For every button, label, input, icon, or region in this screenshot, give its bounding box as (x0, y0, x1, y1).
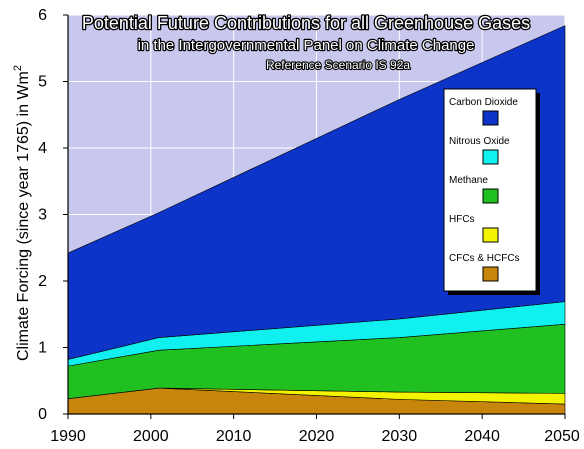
y-tick-label-4: 4 (38, 140, 47, 157)
legend-label-carbon-dioxide: Carbon Dioxide (449, 97, 518, 108)
y-tick-label-2: 2 (38, 273, 47, 290)
y-axis-label-text: Climate Forcing (since year 1765) in Wm (15, 71, 32, 361)
y-tick-label-5: 5 (38, 74, 47, 91)
x-tick-label-2010: 2010 (216, 428, 252, 445)
x-tick-label-2030: 2030 (382, 428, 418, 445)
legend-swatch-methane (482, 188, 499, 204)
y-tick-label-0: 0 (38, 406, 47, 423)
area-carbon-dioxide (67, 25, 566, 360)
x-tick-label-2040: 2040 (464, 428, 500, 445)
y-tick-label-6: 6 (38, 7, 47, 24)
chart-subtitle-scenario: Reference Scenario IS 92a (266, 58, 410, 72)
x-tick-label-2020: 2020 (299, 428, 335, 445)
legend-swatch-hfcs (482, 227, 499, 243)
legend: Carbon Dioxide Nitrous Oxide Methane HFCs CF… (443, 88, 540, 295)
y-tick-label-3: 3 (38, 207, 47, 224)
legend-label-nitrous-oxide: Nitrous Oxide (449, 136, 510, 147)
y-axis-label: Climate Forcing (since year 1765) in Wm2 (12, 65, 32, 361)
legend-label-hfcs: HFCs (449, 214, 475, 225)
x-tick-label-1990: 1990 (50, 428, 86, 445)
legend-swatch-cfcs-hcfcs (482, 266, 499, 282)
legend-label-methane: Methane (449, 175, 488, 186)
x-tick-label-2050: 2050 (544, 428, 580, 445)
chart-subtitle: in the Intergovernmental Panel on Climat… (138, 37, 475, 54)
chart-title: Potential Future Contributions for all G… (82, 13, 530, 33)
x-tick-label-2000: 2000 (133, 428, 169, 445)
y-axis-label-superscript: 2 (12, 65, 24, 71)
legend-swatch-nitrous-oxide (482, 149, 499, 165)
y-tick-label-1: 1 (38, 340, 47, 357)
legend-swatch-carbon-dioxide (482, 110, 499, 126)
legend-label-cfcs-hcfcs: CFCs & HCFCs (449, 253, 520, 264)
